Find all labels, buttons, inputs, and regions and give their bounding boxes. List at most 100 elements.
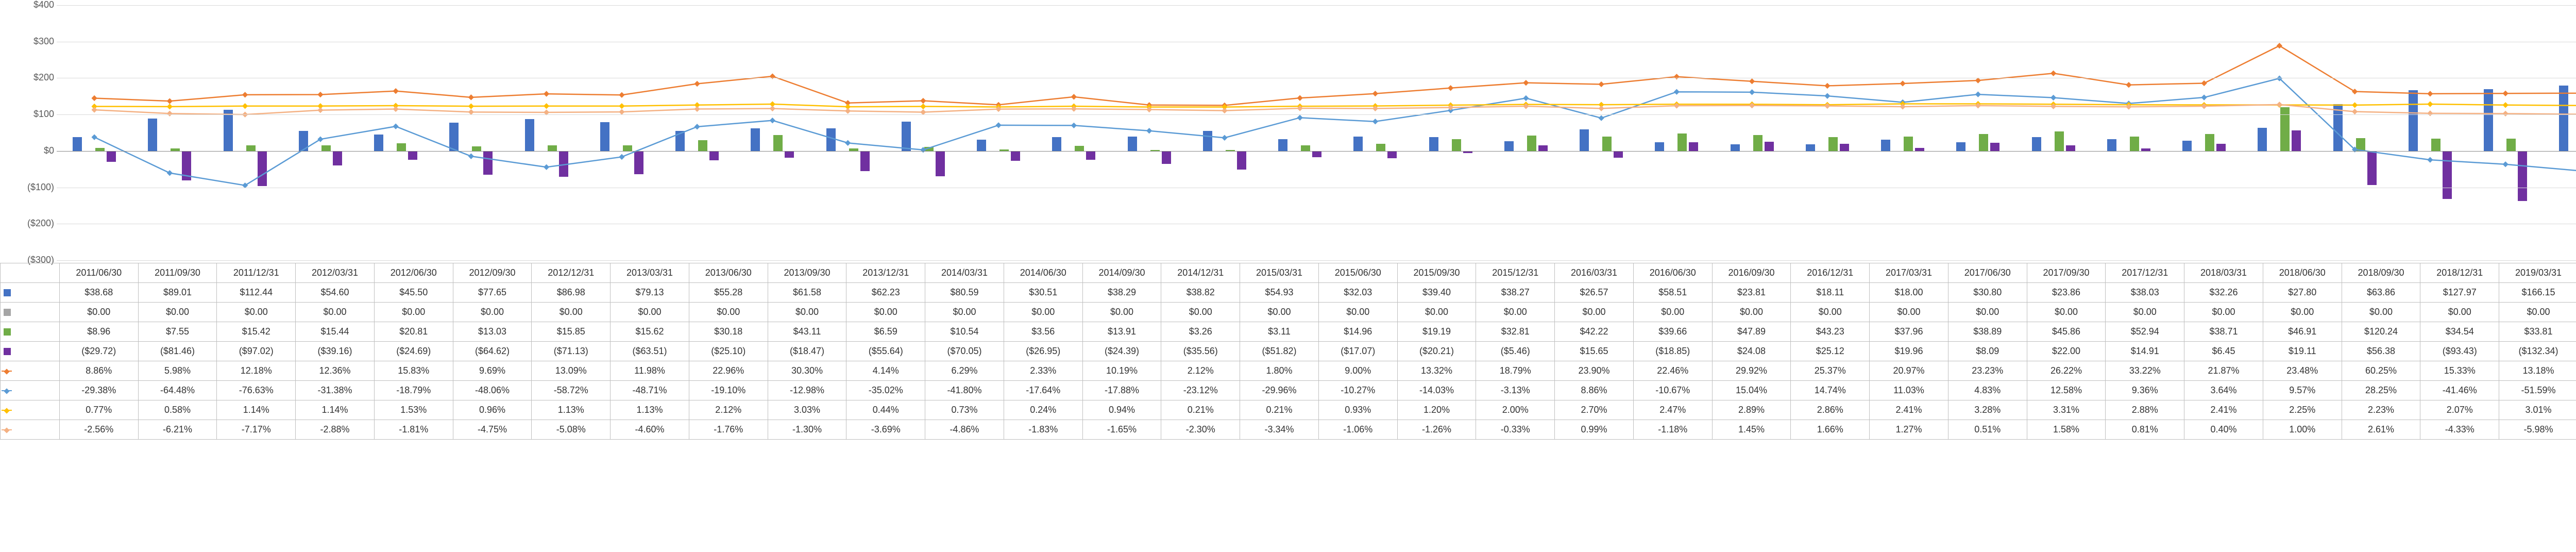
cell: $0.00: [1948, 303, 2027, 322]
cell: ($81.46): [138, 342, 217, 361]
cell: ($29.72): [59, 342, 138, 361]
cell: $13.03: [453, 322, 532, 342]
cell: $0.00: [1082, 303, 1161, 322]
cell: 2.07%: [2420, 400, 2499, 420]
cell: $13.91: [1082, 322, 1161, 342]
cell: 0.81%: [2106, 420, 2184, 440]
cell: 0.96%: [453, 400, 532, 420]
cell: $19.19: [1397, 322, 1476, 342]
cell: $0.00: [2499, 303, 2576, 322]
cell: ($5.46): [1476, 342, 1555, 361]
data-table: 2011/06/302011/09/302011/12/312012/03/31…: [0, 263, 2576, 440]
cell: $0.00: [138, 303, 217, 322]
cell: $56.38: [2342, 342, 2420, 361]
cell: ($20.21): [1397, 342, 1476, 361]
cell: $0.00: [2184, 303, 2263, 322]
period-header: 2018/12/31: [2420, 263, 2499, 283]
cell: 9.69%: [453, 361, 532, 381]
cell: $24.08: [1712, 342, 1791, 361]
cell: 8.86%: [1555, 381, 1634, 400]
cell: ($70.05): [925, 342, 1004, 361]
cell: 15.83%: [374, 361, 453, 381]
cell: 20.97%: [1870, 361, 1948, 381]
cell: $46.91: [2263, 322, 2342, 342]
cell: ($18.85): [1633, 342, 1712, 361]
cell: $20.81: [374, 322, 453, 342]
period-header: 2014/06/30: [1004, 263, 1082, 283]
cell: -31.38%: [296, 381, 375, 400]
cell: 2.12%: [1161, 361, 1240, 381]
cell: ($93.43): [2420, 342, 2499, 361]
cell: 15.04%: [1712, 381, 1791, 400]
cell: 13.09%: [532, 361, 611, 381]
row-header-netdebt: [1, 342, 60, 361]
line-overlay: [57, 5, 2576, 260]
cell: -4.60%: [611, 420, 689, 440]
cell: $127.97: [2420, 283, 2499, 303]
cell: $54.93: [1240, 283, 1319, 303]
cell: $86.98: [532, 283, 611, 303]
cell: $19.11: [2263, 342, 2342, 361]
period-header: 2012/09/30: [453, 263, 532, 283]
cell: $120.24: [2342, 322, 2420, 342]
cell: 0.51%: [1948, 420, 2027, 440]
cell: $0.00: [1555, 303, 1634, 322]
cell: -17.88%: [1082, 381, 1161, 400]
cell: 33.22%: [2106, 361, 2184, 381]
period-header: 2012/06/30: [374, 263, 453, 283]
cell: 1.45%: [1712, 420, 1791, 440]
period-header: 2011/06/30: [59, 263, 138, 283]
cell: $10.54: [925, 322, 1004, 342]
period-header: 2017/09/30: [2027, 263, 2106, 283]
cell: 2.33%: [1004, 361, 1082, 381]
cell: ($17.07): [1318, 342, 1397, 361]
cell: 25.37%: [1791, 361, 1870, 381]
cell: 2.00%: [1476, 400, 1555, 420]
cell: 2.25%: [2263, 400, 2342, 420]
period-header: 2016/03/31: [1555, 263, 1634, 283]
period-header: 2015/09/30: [1397, 263, 1476, 283]
cell: $22.00: [2027, 342, 2106, 361]
cell: 2.89%: [1712, 400, 1791, 420]
cell: ($64.62): [453, 342, 532, 361]
cell: -4.75%: [453, 420, 532, 440]
cell: $62.23: [846, 283, 925, 303]
cell: -10.27%: [1318, 381, 1397, 400]
cell: $52.94: [2106, 322, 2184, 342]
cell: $34.54: [2420, 322, 2499, 342]
cell: -7.17%: [217, 420, 296, 440]
cell: $30.18: [689, 322, 768, 342]
cell: $39.40: [1397, 283, 1476, 303]
cell: -1.83%: [1004, 420, 1082, 440]
cell: $14.91: [2106, 342, 2184, 361]
cell: 2.47%: [1633, 400, 1712, 420]
cell: $0.00: [1161, 303, 1240, 322]
cell: $0.00: [374, 303, 453, 322]
cell: -4.86%: [925, 420, 1004, 440]
cell: -17.64%: [1004, 381, 1082, 400]
cell: ($39.16): [296, 342, 375, 361]
cell: $0.00: [768, 303, 846, 322]
cell: $0.00: [2106, 303, 2184, 322]
cell: $38.89: [1948, 322, 2027, 342]
cell: -41.80%: [925, 381, 1004, 400]
cell: $45.86: [2027, 322, 2106, 342]
cell: 0.24%: [1004, 400, 1082, 420]
cell: 4.14%: [846, 361, 925, 381]
cell: $19.96: [1870, 342, 1948, 361]
cell: 29.92%: [1712, 361, 1791, 381]
cell: $0.00: [2342, 303, 2420, 322]
cell: -1.76%: [689, 420, 768, 440]
cell: 2.23%: [2342, 400, 2420, 420]
cell: 1.14%: [296, 400, 375, 420]
cell: $37.96: [1870, 322, 1948, 342]
cell: $0.00: [1397, 303, 1476, 322]
cell: -1.18%: [1633, 420, 1712, 440]
cell: $8.96: [59, 322, 138, 342]
cell: 4.83%: [1948, 381, 2027, 400]
cell: ($26.95): [1004, 342, 1082, 361]
cell: 0.93%: [1318, 400, 1397, 420]
cell: -1.30%: [768, 420, 846, 440]
cell: -1.06%: [1318, 420, 1397, 440]
cell: 9.36%: [2106, 381, 2184, 400]
